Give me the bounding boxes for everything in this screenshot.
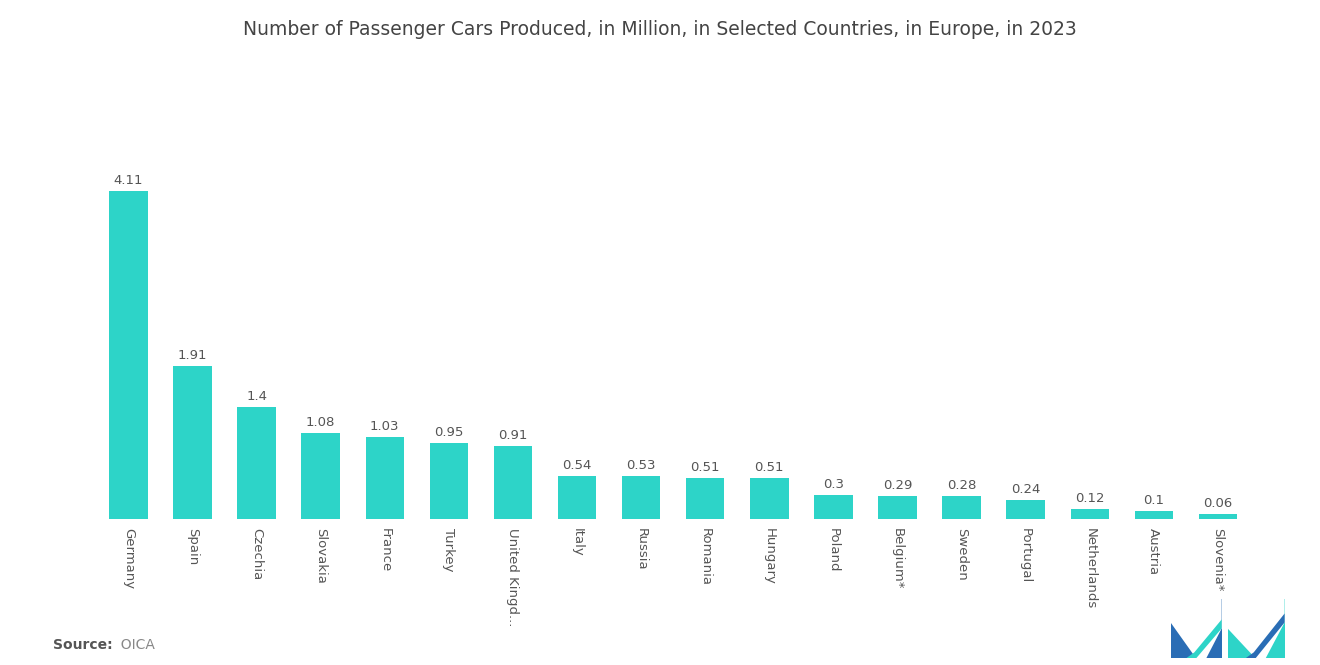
Text: 0.1: 0.1 xyxy=(1143,493,1164,507)
Bar xyxy=(110,191,148,519)
Bar xyxy=(1071,509,1109,519)
Text: 0.91: 0.91 xyxy=(498,429,528,442)
Text: OICA: OICA xyxy=(112,638,154,652)
Text: 0.53: 0.53 xyxy=(627,460,656,472)
Text: Source:: Source: xyxy=(53,638,112,652)
Polygon shape xyxy=(1171,598,1222,658)
Bar xyxy=(429,443,469,519)
Bar xyxy=(750,478,788,519)
Text: 0.28: 0.28 xyxy=(946,479,977,492)
Text: 0.3: 0.3 xyxy=(822,477,843,491)
Bar xyxy=(238,407,276,519)
Text: 0.12: 0.12 xyxy=(1074,492,1105,505)
Bar xyxy=(1135,511,1173,519)
Text: 1.03: 1.03 xyxy=(370,420,400,432)
Bar xyxy=(942,496,981,519)
Bar xyxy=(622,476,660,519)
Text: 1.4: 1.4 xyxy=(246,390,267,403)
Polygon shape xyxy=(1171,598,1222,658)
Text: 0.06: 0.06 xyxy=(1204,497,1233,510)
Text: 0.24: 0.24 xyxy=(1011,483,1040,495)
Bar xyxy=(558,475,597,519)
Text: 0.51: 0.51 xyxy=(755,461,784,474)
Bar xyxy=(1199,514,1237,519)
Text: 1.08: 1.08 xyxy=(306,416,335,428)
Bar xyxy=(878,495,917,519)
Polygon shape xyxy=(1246,613,1284,658)
Bar xyxy=(1006,499,1045,519)
Text: 1.91: 1.91 xyxy=(178,349,207,362)
Text: 0.51: 0.51 xyxy=(690,461,719,474)
Polygon shape xyxy=(1228,598,1284,658)
Text: 4.11: 4.11 xyxy=(114,174,143,187)
Bar xyxy=(301,432,341,519)
Polygon shape xyxy=(1228,598,1284,658)
Text: Number of Passenger Cars Produced, in Million, in Selected Countries, in Europe,: Number of Passenger Cars Produced, in Mi… xyxy=(243,20,1077,39)
Bar xyxy=(494,446,532,519)
Bar xyxy=(686,478,725,519)
Bar xyxy=(366,436,404,519)
Text: 0.95: 0.95 xyxy=(434,426,463,439)
Bar xyxy=(173,366,211,519)
Bar xyxy=(814,495,853,519)
Polygon shape xyxy=(1185,620,1222,658)
Text: 0.54: 0.54 xyxy=(562,459,591,471)
Text: 0.29: 0.29 xyxy=(883,479,912,491)
